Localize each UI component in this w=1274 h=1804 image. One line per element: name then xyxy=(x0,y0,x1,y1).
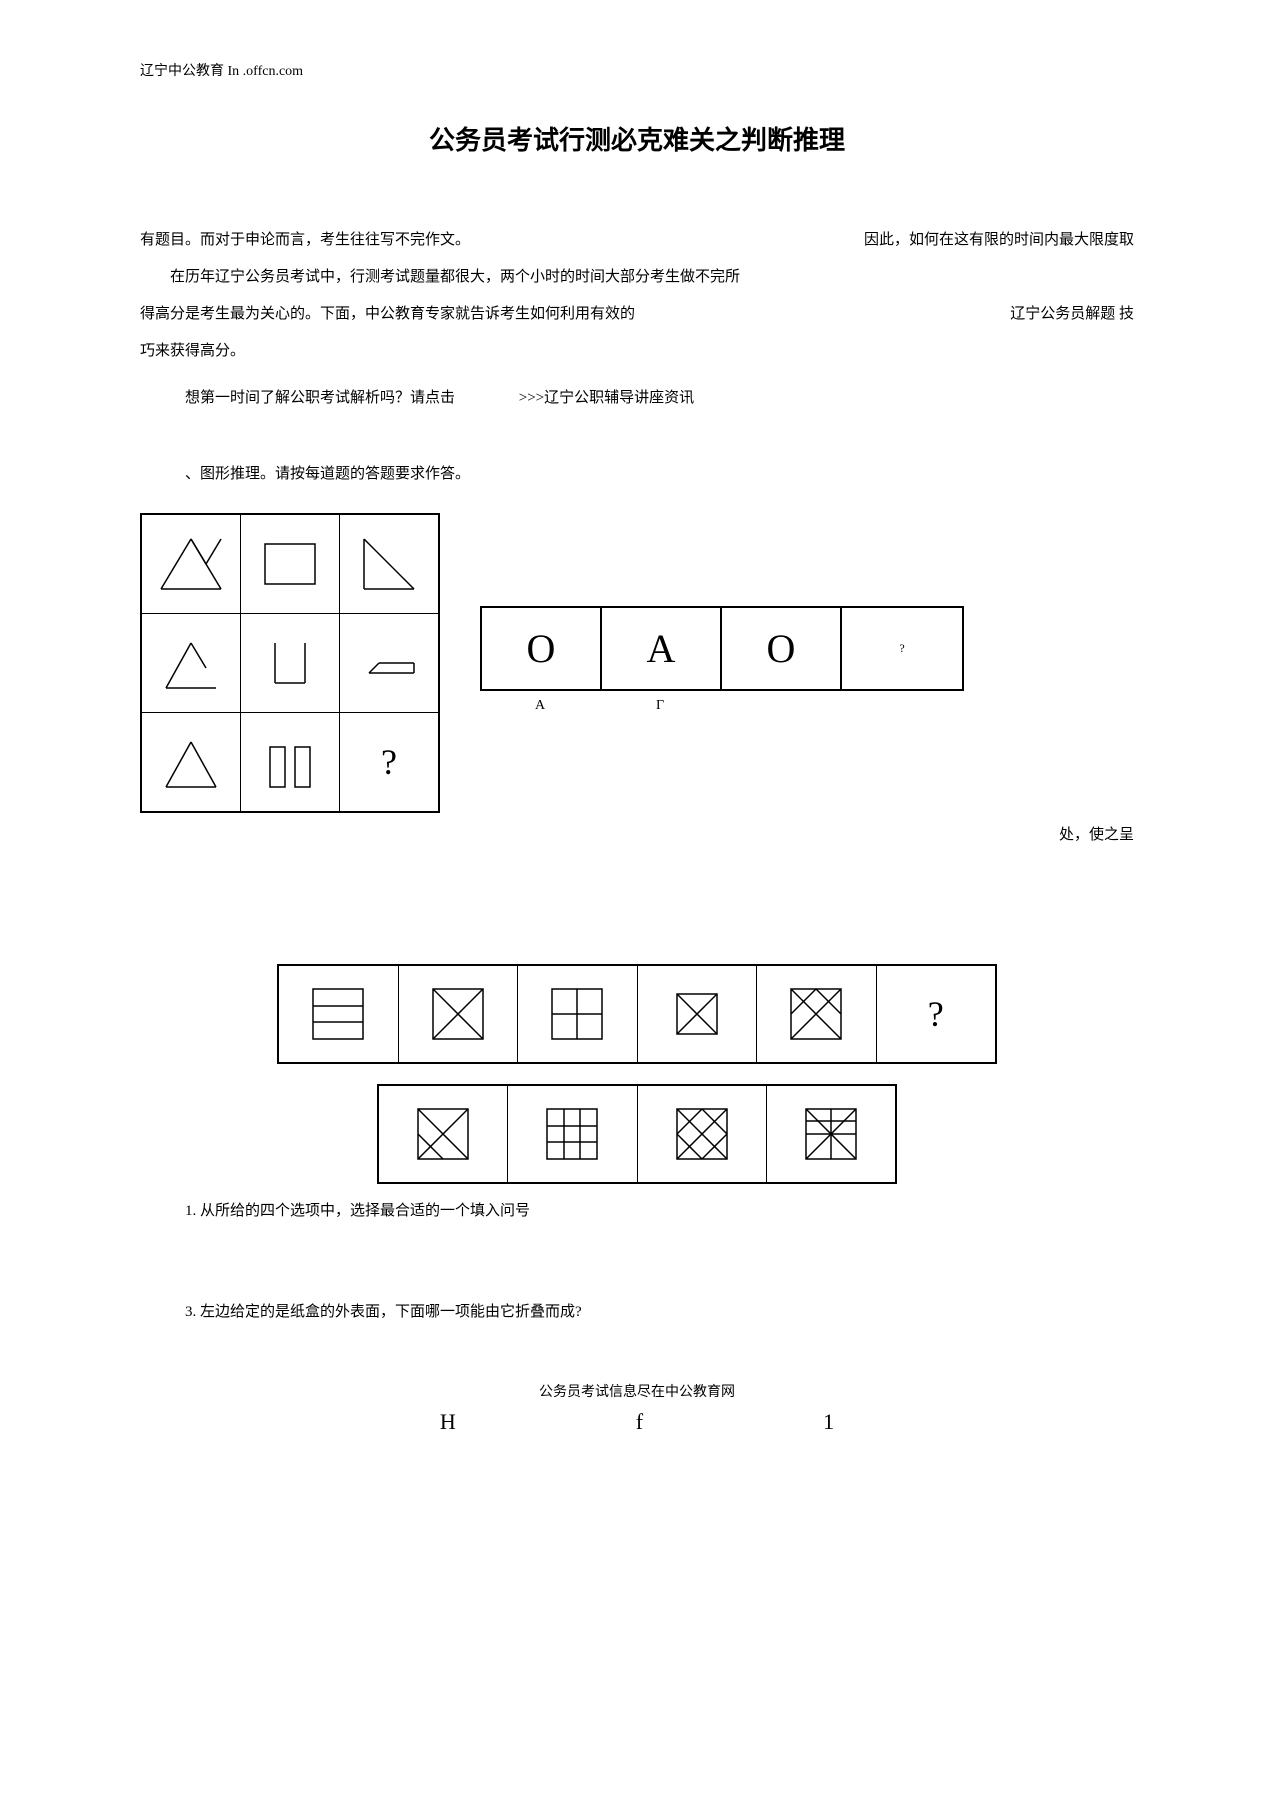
intro-line2: 在历年辽宁公务员考试中，行测考试题量都很大，两个小时的时间大部分考生做不完所 xyxy=(140,264,1134,291)
question-mark-1: ? xyxy=(381,741,397,783)
footer-letter-2: f xyxy=(636,1409,643,1435)
intro-line5-right: >>>辽宁公职辅导讲座资讯 xyxy=(519,390,694,406)
option-cell-1: O xyxy=(482,608,602,689)
q2-cell-6: ? xyxy=(877,966,996,1062)
option-label-2: Γ xyxy=(600,691,720,721)
option-label-1: A xyxy=(480,691,600,721)
grid-cell-2-1 xyxy=(142,614,241,712)
option-label-4 xyxy=(840,691,960,721)
page-footer: 公务员考试信息尽在中公教育网 H f 1 xyxy=(140,1381,1134,1435)
grid-cell-2-3 xyxy=(340,614,438,712)
q2-option-2 xyxy=(508,1086,637,1182)
q2-cell-3 xyxy=(518,966,638,1062)
footer-letter-1: H xyxy=(440,1409,456,1435)
q3-text: 3. 左边给定的是纸盒的外表面，下面哪一项能由它折叠而成? xyxy=(140,1300,1134,1321)
option-cell-3: O xyxy=(722,608,842,689)
intro-block: 有题目。而对于申论而言，考生往往写不完作文。 因此，如何在这有限的时间内最大限度… xyxy=(140,227,1134,412)
option-cell-4: ? xyxy=(842,608,962,689)
grid-cell-1-1 xyxy=(142,515,241,613)
figure1-options: O A O ? A Γ xyxy=(480,606,964,721)
grid-cell-1-3 xyxy=(340,515,438,613)
q2-option-1 xyxy=(379,1086,508,1182)
q2-cell-4 xyxy=(638,966,758,1062)
q2-option-3 xyxy=(638,1086,767,1182)
section1-header: 、图形推理。请按每道题的答题要求作答。 xyxy=(140,462,1134,483)
q1-text: 1. 从所给的四个选项中，选择最合适的一个填入问号 xyxy=(140,1199,1134,1220)
footer-letter-3: 1 xyxy=(823,1409,834,1435)
page-title: 公务员考试行测必克难关之判断推理 xyxy=(140,120,1134,157)
q2-cell-5 xyxy=(757,966,877,1062)
grid-cell-3-2 xyxy=(241,713,340,811)
grid-cell-3-3: ? xyxy=(340,713,438,811)
grid-cell-3-1 xyxy=(142,713,241,811)
intro-line3-right: 辽宁公务员解题 技 xyxy=(1010,301,1134,328)
q2-option-4 xyxy=(767,1086,895,1182)
page-header: 辽宁中公教育 In .offcn.com xyxy=(140,60,1134,80)
option-label-3 xyxy=(720,691,840,721)
figure2-container: ? xyxy=(140,964,1134,1184)
q2-cell-2 xyxy=(399,966,519,1062)
grid-cell-1-2 xyxy=(241,515,340,613)
figure1-container: ? O A O ? A Γ xyxy=(140,513,1134,813)
grid-cell-2-2 xyxy=(241,614,340,712)
intro-line3-left: 得高分是考生最为关心的。下面，中公教育专家就告诉考生如何利用有效的 xyxy=(140,301,635,328)
intro-line1-left: 有题目。而对于申论而言，考生往往写不完作文。 xyxy=(140,227,470,254)
intro-line1-right: 因此，如何在这有限的时间内最大限度取 xyxy=(864,227,1134,254)
footer-text: 公务员考试信息尽在中公教育网 xyxy=(140,1381,1134,1401)
figure1-grid: ? xyxy=(140,513,440,813)
trail-text: 处，使之呈 xyxy=(140,823,1134,844)
intro-line4: 巧来获得高分。 xyxy=(140,338,1134,365)
intro-line5-left: 想第一时间了解公职考试解析吗？请点击 xyxy=(185,390,455,406)
option-cell-2: A xyxy=(602,608,722,689)
question-mark-2: ? xyxy=(928,993,944,1035)
q2-cell-1 xyxy=(279,966,399,1062)
